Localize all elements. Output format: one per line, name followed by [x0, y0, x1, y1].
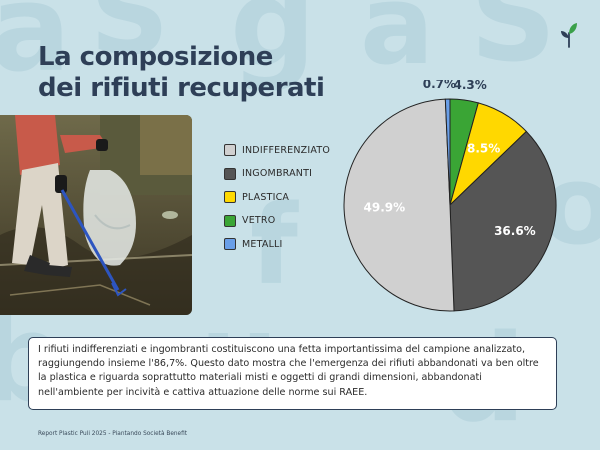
pie-slice-ingombranti [449, 130, 557, 312]
legend-swatch [224, 144, 236, 156]
pie-slice-indifferenziato [343, 98, 455, 312]
pie-label-vetro: 4.3% [454, 80, 487, 92]
legend-item: METALLI [224, 237, 330, 251]
title-line-1: La composizione [38, 42, 273, 72]
pie-label-indifferenziato: 49.9% [364, 201, 406, 215]
photo-illustration [0, 115, 192, 315]
legend-swatch [224, 191, 236, 203]
pie-chart: 4.3% 8.5% 36.6% 49.9% 0.7% [343, 80, 557, 312]
legend-swatch [224, 167, 236, 180]
legend-label: VETRO [242, 215, 276, 226]
photo-litter-picking [0, 115, 192, 315]
legend-item: VETRO [224, 214, 330, 228]
title-line-2: dei rifiuti recuperati [38, 73, 325, 103]
legend-item: PLASTICA [224, 190, 330, 204]
legend-swatch [224, 238, 236, 250]
page-title: La composizione dei rifiuti recuperati [38, 42, 325, 104]
legend-label: METALLI [242, 238, 283, 250]
pie-slice-metalli [444, 98, 451, 206]
chart-legend: INDIFFERENZIATO INGOMBRANTI PLASTICA VET… [224, 143, 330, 261]
pie-label-plastica: 8.5% [467, 142, 500, 156]
legend-label: PLASTICA [242, 191, 290, 203]
legend-item: INGOMBRANTI [224, 167, 330, 181]
footer-text: Report Plastic Puli 2025 - Piantando Soc… [38, 431, 188, 437]
pie-label-ingombranti: 36.6% [494, 224, 536, 238]
legend-swatch [224, 214, 236, 227]
legend-label: INDIFFERENZIATO [242, 144, 331, 156]
legend-label: INGOMBRANTI [242, 168, 313, 179]
caption-box: I rifiuti indifferenziati e ingombranti … [28, 337, 557, 410]
caption-text: I rifiuti indifferenziati e ingombranti … [38, 344, 539, 398]
sprout-icon [561, 23, 577, 48]
pie-label-metalli: 0.7% [423, 80, 456, 91]
legend-item: INDIFFERENZIATO [224, 143, 330, 157]
